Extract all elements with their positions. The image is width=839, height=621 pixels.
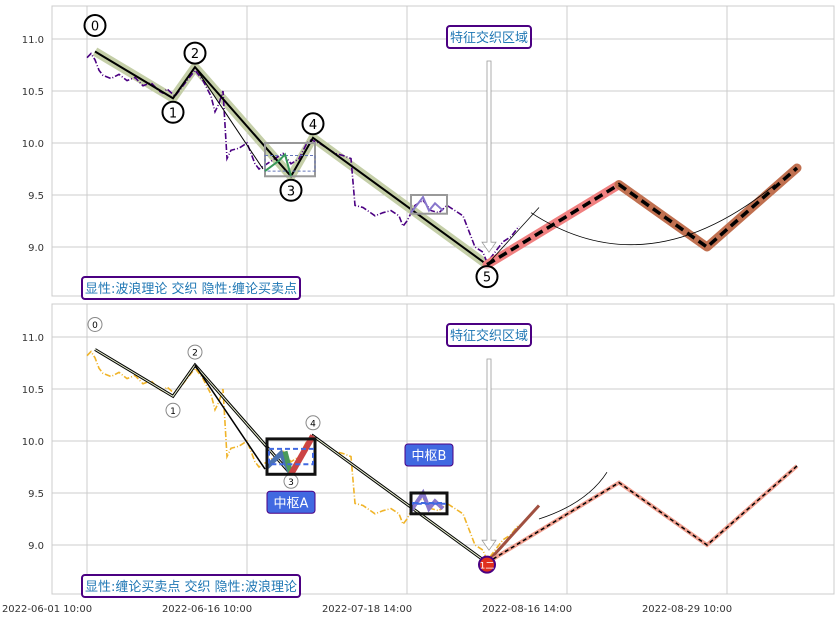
- x-tick-label: 2022-08-16 14:00: [482, 604, 572, 615]
- plot-area: [51, 5, 835, 297]
- wave-point-marker: [161, 100, 185, 124]
- projection-line: [486, 166, 799, 267]
- wave-subline: [194, 66, 264, 170]
- hub-inner-box: [268, 447, 314, 466]
- y-tick-label: 9.0: [28, 243, 44, 254]
- projection-line: [486, 465, 798, 564]
- y-tick-label: 10.5: [22, 87, 44, 98]
- y-tick-label: 10.5: [22, 385, 44, 396]
- hub-stroke: [264, 152, 292, 177]
- buy-point-label: 1二: [480, 562, 495, 572]
- wave-point-marker: [301, 112, 325, 136]
- hub-stroke: [288, 434, 316, 476]
- wave-point-label: 3: [287, 184, 295, 199]
- y-tick-label: 10.0: [22, 437, 44, 448]
- hub-stroke: [410, 195, 444, 214]
- hub-label: 中枢B: [412, 449, 447, 464]
- wave-point-label: 4: [309, 118, 317, 133]
- wave-point-marker: [87, 316, 103, 332]
- annotation-box: [446, 25, 532, 49]
- x-tick-label: 2022-06-16 10:00: [162, 604, 252, 615]
- hub-box: [265, 437, 317, 476]
- legend-text: 显性:缠论买卖点 交织 隐性:波浪理论: [85, 579, 297, 595]
- wave-point-marker: [187, 344, 203, 360]
- legend-box: [81, 574, 301, 598]
- annotation-text: 特征交织区域: [450, 328, 528, 344]
- hub-label-box: [404, 443, 454, 467]
- buy-point-marker: [478, 555, 496, 574]
- arc-curve: [538, 471, 608, 520]
- y-tick-label: 9.5: [28, 489, 44, 500]
- wave-point-label: 4: [310, 419, 316, 429]
- wave-point-label: 5: [483, 271, 491, 286]
- wave-point-marker: [165, 402, 181, 418]
- wave-point-label: 3: [288, 478, 294, 488]
- hub-box: [409, 491, 449, 516]
- y-tick-label: 9.5: [28, 191, 44, 202]
- wave-point-marker: [83, 13, 107, 37]
- x-tick-label: 2022-07-18 14:00: [322, 604, 412, 615]
- arc-curve: [530, 184, 776, 246]
- x-tick-label: 2022-08-29 10:00: [642, 604, 732, 615]
- wave-point-marker: [305, 415, 321, 431]
- annotation-arrow: [481, 358, 497, 551]
- x-tick-label: 2022-06-01 10:00: [2, 604, 92, 615]
- annotation-box: [446, 323, 532, 347]
- hub-label: 中枢A: [274, 496, 309, 511]
- trend-line: [486, 207, 540, 265]
- wave-line: [94, 50, 488, 266]
- hub-label-box: [266, 490, 316, 514]
- wave-point-marker: [183, 41, 207, 65]
- wave-point-label: 2: [192, 349, 198, 359]
- wave-point-label: 0: [92, 321, 98, 331]
- wave-point-label: 1: [170, 407, 176, 417]
- annotation-text: 特征交织区域: [450, 30, 528, 46]
- legend-text: 显性:波浪理论 交织 隐性:缠论买卖点: [85, 281, 297, 297]
- legend-box: [81, 276, 301, 300]
- hub-box: [410, 194, 448, 215]
- hub-inner-box: [412, 502, 446, 505]
- wave-subline: [194, 364, 266, 470]
- wave-point-label: 2: [191, 47, 199, 62]
- y-tick-label: 9.0: [28, 541, 44, 552]
- wave-point-label: 0: [91, 19, 99, 34]
- wave-point-label: 1: [169, 106, 177, 121]
- y-tick-label: 11.0: [22, 35, 44, 46]
- y-tick-label: 10.0: [22, 139, 44, 150]
- wave-point-marker: [475, 265, 499, 289]
- annotation-arrow: [481, 60, 497, 253]
- y-tick-label: 11.0: [22, 333, 44, 344]
- wave-line-inner: [94, 349, 488, 564]
- trend-line: [485, 504, 541, 564]
- wave-point-marker: [279, 178, 303, 202]
- price-series: [86, 52, 520, 265]
- panel-bottom: 9.0 9.5 10.0 10.5 11.0 2022-06-01 10:00 2022-0…: [2, 303, 835, 615]
